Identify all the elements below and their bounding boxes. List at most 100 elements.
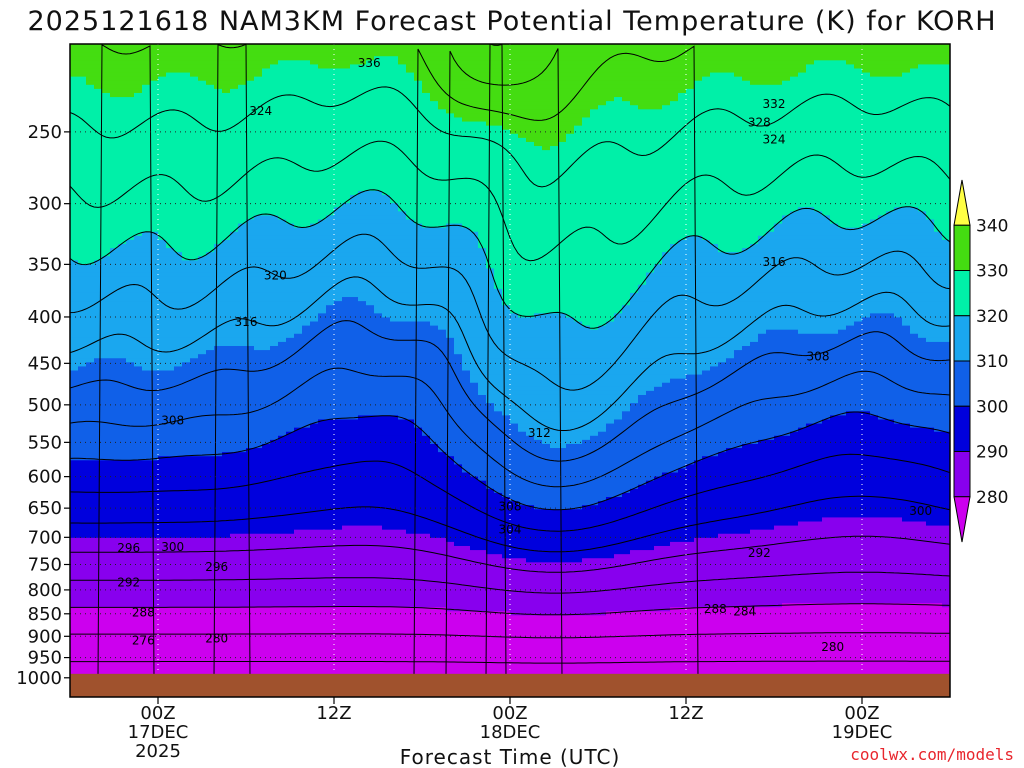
contour-band-cell — [254, 280, 263, 286]
contour-band-cell — [206, 150, 215, 155]
contour-band-cell — [254, 215, 263, 221]
contour-band-cell — [254, 211, 263, 217]
contour-band-cell — [238, 280, 247, 286]
contour-band-cell — [310, 252, 319, 257]
contour-band-cell — [166, 256, 175, 261]
contour-band-cell — [262, 133, 271, 139]
contour-band-cell — [254, 231, 263, 237]
contour-band-cell — [286, 203, 295, 208]
contour-band-cell — [310, 113, 319, 119]
contour-band-cell — [134, 594, 143, 600]
contour-band-cell — [150, 256, 159, 261]
contour-band-cell — [118, 92, 127, 98]
contour-band-cell — [238, 468, 247, 474]
contour-band-cell — [70, 101, 79, 106]
contour-band-cell — [70, 533, 79, 539]
contour-band-cell — [254, 358, 263, 363]
contour-band-cell — [254, 350, 263, 355]
contour-band-cell — [110, 146, 119, 151]
contour-band-cell — [302, 252, 311, 257]
contour-band-cell — [110, 586, 119, 592]
contour-band-cell — [118, 350, 127, 355]
contour-band-cell — [78, 80, 87, 86]
contour-band-cell — [262, 141, 271, 147]
contour-band-cell — [110, 525, 119, 531]
contour-band-cell — [254, 333, 263, 339]
contour-band-cell — [246, 472, 255, 478]
contour-band-cell — [78, 660, 87, 665]
contour-band-cell — [238, 141, 247, 147]
contour-band-cell — [190, 113, 199, 119]
contour-band-cell — [102, 64, 111, 70]
contour-band-cell — [214, 562, 223, 567]
contour-band-cell — [206, 643, 215, 649]
contour-band-cell — [86, 137, 95, 143]
contour-band-cell — [214, 570, 223, 576]
contour-band-cell — [278, 280, 287, 286]
contour-band-cell — [286, 529, 295, 535]
contour-band-cell — [198, 386, 207, 392]
contour-band-cell — [190, 146, 199, 151]
contour-band-cell — [230, 619, 239, 625]
contour-band-cell — [278, 231, 287, 237]
contour-band-cell — [158, 80, 167, 86]
contour-band-cell — [294, 513, 303, 519]
contour-band-cell — [78, 501, 87, 506]
contour-band-cell — [134, 256, 143, 261]
contour-band-cell — [174, 239, 183, 245]
contour-band-cell — [134, 448, 143, 453]
contour-band-cell — [78, 101, 87, 106]
contour-band-cell — [78, 378, 87, 384]
contour-band-cell — [278, 529, 287, 535]
contour-band-cell — [182, 517, 191, 523]
contour-band-cell — [278, 472, 287, 478]
contour-band-cell — [142, 264, 151, 270]
contour-band-cell — [182, 264, 191, 270]
contour-band-cell — [238, 260, 247, 265]
contour-band-cell — [278, 121, 287, 127]
contour-band-cell — [110, 370, 119, 376]
contour-band-cell — [254, 374, 263, 380]
contour-band-cell — [230, 235, 239, 241]
contour-band-cell — [238, 333, 247, 339]
contour-band-cell — [286, 72, 295, 78]
contour-band-cell — [134, 288, 143, 294]
contour-band-cell — [182, 239, 191, 245]
contour-band-cell — [174, 362, 183, 368]
contour-band-cell — [270, 648, 279, 653]
contour-band-cell — [294, 297, 303, 302]
contour-band-cell — [78, 223, 87, 229]
contour-band-cell — [102, 525, 111, 531]
contour-band-cell — [302, 256, 311, 261]
contour-band-cell — [182, 513, 191, 519]
contour-band-cell — [158, 166, 167, 172]
contour-band-cell — [262, 497, 271, 502]
contour-band-cell — [286, 117, 295, 123]
contour-band-cell — [198, 550, 207, 555]
contour-band-cell — [150, 215, 159, 221]
contour-band-cell — [270, 639, 279, 645]
contour-band-cell — [182, 501, 191, 506]
contour-band-cell — [254, 101, 263, 106]
contour-band-cell — [118, 329, 127, 335]
contour-band-cell — [294, 174, 303, 180]
contour-band-cell — [182, 488, 191, 494]
contour-band-cell — [278, 162, 287, 168]
contour-band-cell — [286, 378, 295, 384]
contour-band-cell — [166, 80, 175, 86]
contour-band-cell — [294, 541, 303, 547]
contour-band-cell — [278, 235, 287, 241]
contour-band-cell — [286, 313, 295, 319]
contour-band-cell — [182, 44, 191, 49]
contour-band-cell — [118, 476, 127, 482]
contour-band-cell — [134, 570, 143, 576]
contour-band-cell — [238, 643, 247, 649]
contour-band-cell — [166, 505, 175, 510]
contour-band-cell — [310, 64, 319, 70]
contour-band-cell — [278, 619, 287, 625]
contour-band-cell — [134, 44, 143, 49]
contour-band-cell — [230, 88, 239, 94]
contour-band-cell — [222, 84, 231, 90]
contour-band-cell — [70, 243, 79, 249]
contour-band-cell — [238, 615, 247, 621]
